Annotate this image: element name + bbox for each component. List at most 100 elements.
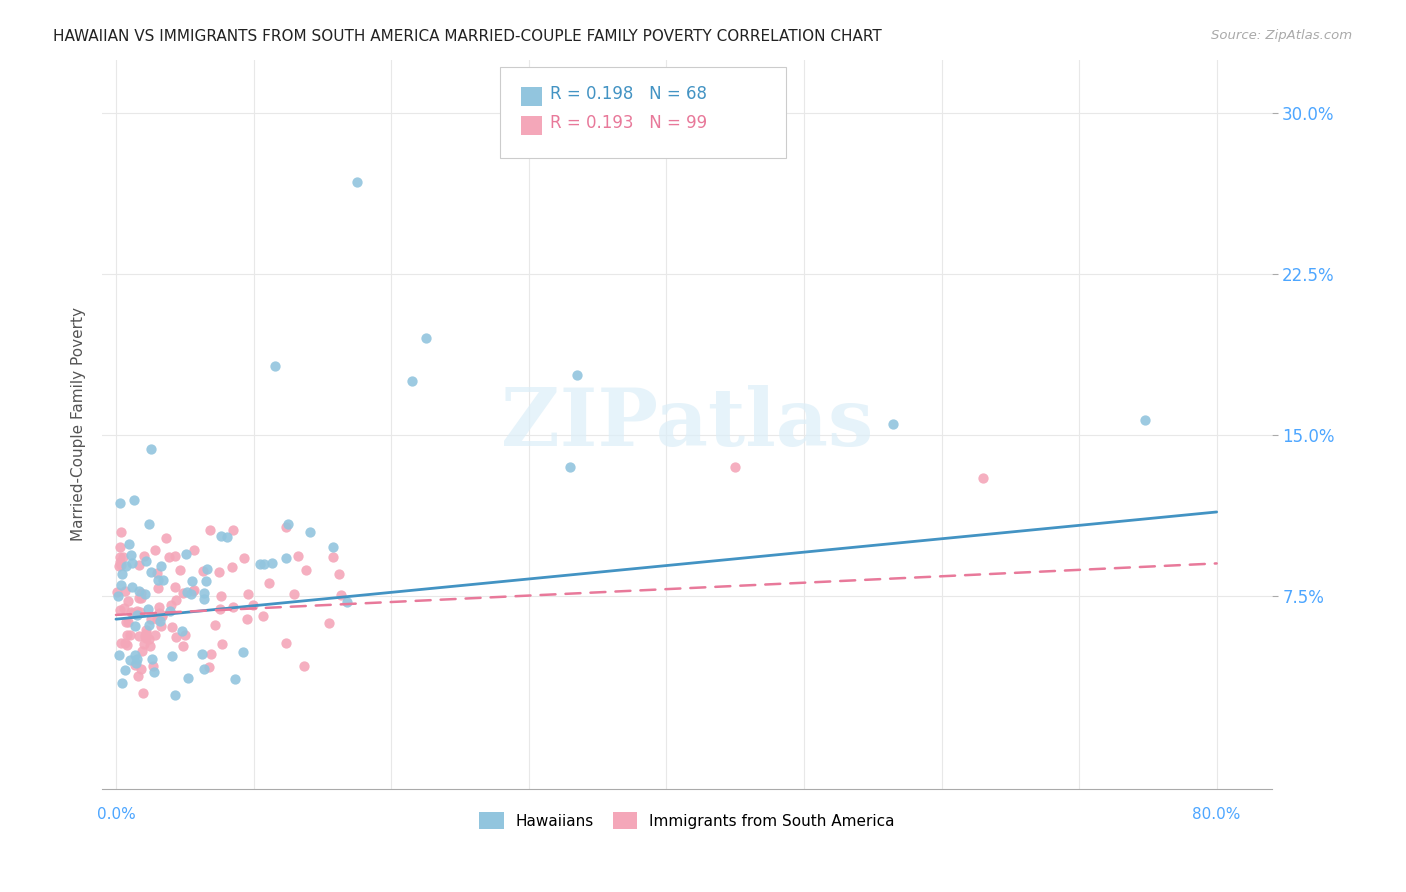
Point	[135, 625, 157, 640]
FancyBboxPatch shape	[520, 87, 541, 105]
Text: R = 0.193   N = 99: R = 0.193 N = 99	[550, 114, 707, 132]
Point	[114, 636, 136, 650]
Point	[125, 604, 148, 618]
Point	[215, 530, 238, 544]
Point	[146, 566, 169, 580]
Point	[181, 574, 204, 588]
Point	[134, 629, 156, 643]
Point	[134, 586, 156, 600]
Point	[127, 669, 149, 683]
Point	[105, 584, 128, 599]
Point	[139, 442, 162, 456]
Point	[208, 565, 231, 579]
Point	[136, 601, 159, 615]
Point	[117, 638, 139, 652]
Point	[260, 556, 283, 570]
Point	[117, 537, 139, 551]
Point	[131, 686, 153, 700]
Point	[117, 594, 139, 608]
Point	[972, 470, 994, 484]
Point	[176, 584, 198, 599]
Point	[146, 612, 169, 626]
Point	[253, 557, 276, 571]
Point	[143, 628, 166, 642]
Point	[124, 648, 146, 663]
Point	[129, 662, 152, 676]
Point	[193, 591, 215, 606]
Point	[155, 531, 177, 545]
Point	[191, 564, 214, 578]
Point	[233, 551, 256, 566]
Point	[110, 558, 132, 572]
FancyBboxPatch shape	[520, 116, 541, 135]
Point	[221, 560, 243, 574]
Point	[115, 628, 138, 642]
Point	[209, 529, 232, 543]
Point	[107, 558, 129, 573]
Point	[336, 595, 359, 609]
Point	[211, 637, 233, 651]
Point	[114, 663, 136, 677]
Point	[174, 627, 197, 641]
Point	[143, 543, 166, 558]
Point	[346, 175, 368, 189]
Point	[139, 612, 162, 626]
Point	[129, 605, 152, 619]
Point	[122, 492, 145, 507]
Point	[129, 585, 152, 599]
Point	[128, 629, 150, 643]
Point	[193, 586, 215, 600]
Point	[148, 573, 170, 587]
Point	[110, 524, 132, 539]
Point	[238, 587, 260, 601]
Point	[322, 540, 344, 554]
Point	[150, 558, 173, 573]
Point	[257, 576, 280, 591]
Point	[131, 644, 153, 658]
Point	[294, 659, 316, 673]
Point	[208, 602, 231, 616]
Point	[108, 648, 131, 663]
Point	[150, 608, 173, 623]
Point	[242, 598, 264, 612]
Point	[138, 516, 160, 531]
Text: 0.0%: 0.0%	[97, 806, 135, 822]
Point	[180, 586, 202, 600]
Point	[132, 549, 155, 563]
Point	[236, 612, 259, 626]
Point	[120, 653, 142, 667]
Point	[128, 583, 150, 598]
Point	[174, 547, 197, 561]
Point	[882, 417, 904, 431]
Point	[110, 578, 132, 592]
Point	[401, 374, 423, 388]
Point	[163, 688, 186, 702]
Point	[152, 573, 174, 587]
Point	[318, 616, 340, 631]
Point	[183, 542, 205, 557]
Point	[283, 587, 305, 601]
Point	[172, 586, 194, 600]
Point	[197, 659, 219, 673]
Point	[111, 567, 134, 582]
Point	[148, 606, 170, 620]
Point	[200, 647, 222, 661]
Point	[111, 549, 134, 564]
Point	[146, 581, 169, 595]
Text: HAWAIIAN VS IMMIGRANTS FROM SOUTH AMERICA MARRIED-COUPLE FAMILY POVERTY CORRELAT: HAWAIIAN VS IMMIGRANTS FROM SOUTH AMERIC…	[53, 29, 882, 44]
FancyBboxPatch shape	[501, 67, 786, 158]
Point	[122, 607, 145, 621]
Point	[277, 517, 299, 532]
Text: Source: ZipAtlas.com: Source: ZipAtlas.com	[1212, 29, 1353, 42]
Point	[330, 588, 353, 602]
Point	[141, 652, 163, 666]
Point	[124, 618, 146, 632]
Point	[138, 618, 160, 632]
Point	[112, 601, 135, 615]
Point	[135, 632, 157, 646]
Point	[163, 549, 186, 563]
Point	[135, 623, 157, 637]
Point	[120, 548, 142, 562]
Point	[298, 524, 321, 539]
Point	[193, 662, 215, 676]
